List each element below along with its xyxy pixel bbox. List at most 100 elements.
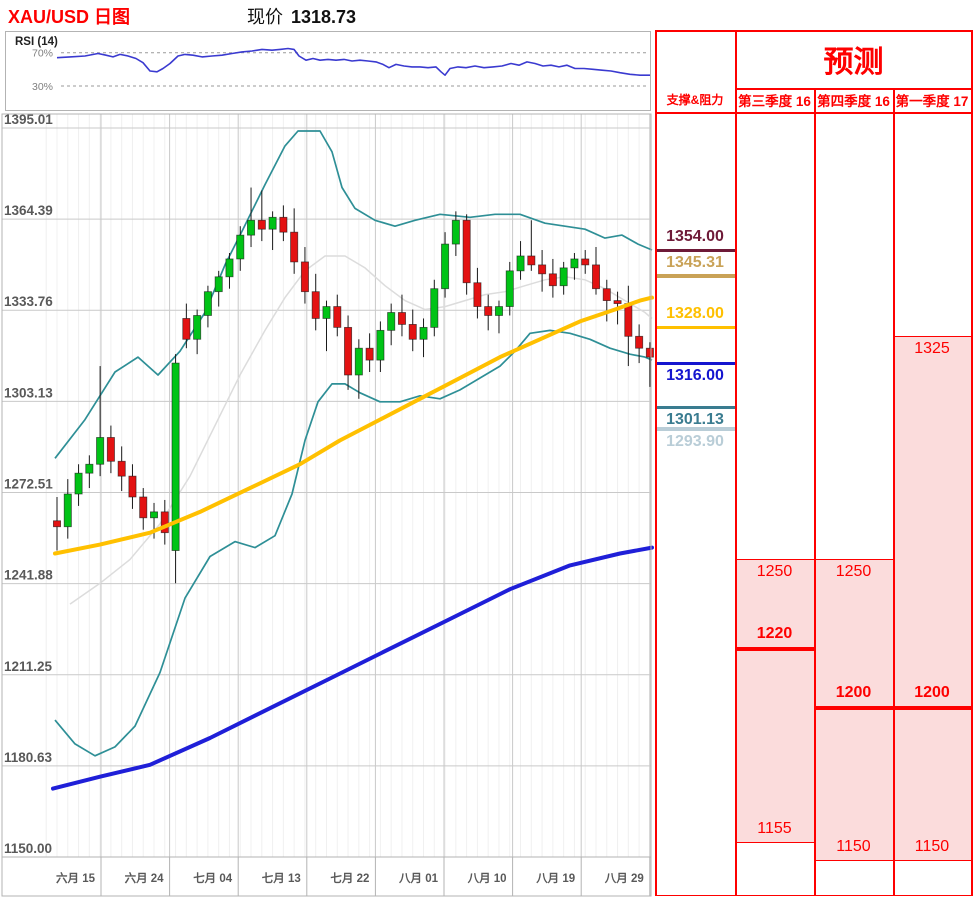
candle [387,303,396,346]
level-value: 1345.31 [666,253,724,271]
y-axis-label: 1211.25 [4,659,53,674]
candle-body [257,219,266,230]
rsi-upper-label: 70% [32,48,53,60]
forecast-range-band [735,559,814,844]
candle-body [236,234,245,260]
candle-body [128,475,137,498]
candle-body [419,326,428,340]
candle [592,247,601,295]
candle [473,267,482,319]
candle [505,261,514,316]
support-resistance-header: 支撑&阻力 [666,93,724,107]
sma20-line [69,255,653,605]
candle-body [451,219,460,245]
candle-body [602,288,611,302]
candle [494,300,503,334]
candle-body [645,347,654,358]
candle-body [225,258,234,278]
candle-body [635,335,644,349]
candle [430,279,439,337]
x-axis-label: 六月 15 [56,871,96,885]
forecast-point-value: 1200 [835,684,872,702]
level-line [656,361,735,366]
candle [559,261,568,295]
candle [419,318,428,358]
level-value: 1316.00 [666,367,724,385]
candle [160,499,169,545]
table-border [655,30,657,896]
candle-body [53,520,62,528]
candle-body [494,306,503,316]
forecast-low-value: 1155 [757,820,792,838]
level-line [656,274,735,278]
candle [548,258,557,298]
candle-body [279,216,288,233]
level-line [656,427,735,431]
rsi-panel: RSI (14) 70% 30% [5,31,651,111]
candle [365,333,374,373]
ma100-line [53,295,654,556]
candlestick-plot: 1395.01 1364.39 1333.76 1303.13 1272.51 1241.… [1,112,654,897]
candle-body [333,306,342,328]
x-axis-labels: 六月 15 六月 24 七月 04 七月 13 七月 22 八月 01 八月 10 八月 19… [56,857,651,896]
candle-body [160,511,169,534]
candle-body [505,270,514,307]
candle-body [290,231,299,263]
candle [85,455,94,489]
candle [581,250,590,274]
candle [203,285,212,328]
candle [408,309,417,352]
candle-body [117,460,126,477]
table-border [655,894,972,896]
candle-body [63,493,72,528]
current-price: 现价 1318.73 [247,3,356,29]
candle-body [85,463,94,474]
date-axis-box [1,856,652,897]
level-line [656,405,735,410]
candle-body [300,261,309,293]
y-axis-label: 1272.51 [4,476,53,491]
candle-body [484,306,493,316]
candle-body [311,291,320,319]
forecast-point-value: 1220 [756,624,793,642]
candle-body [559,267,568,287]
candle [290,208,299,274]
bollinger-lower-line [54,329,653,757]
candle [441,232,450,298]
x-axis-label: 七月 22 [330,871,369,885]
candle [53,496,62,551]
candle-body [592,264,601,290]
table-border [893,88,895,896]
candle-body [74,472,83,495]
candle-body [247,219,256,236]
x-axis-label: 七月 04 [193,871,233,885]
candle [635,324,644,364]
table-border [814,88,816,896]
candle [376,321,385,373]
candle [300,247,309,304]
y-axis-label: 1180.63 [4,750,53,765]
candle-body [182,318,191,340]
y-axis-label: 1395.01 [4,113,53,127]
candle-body [344,326,353,376]
candle-body [397,312,406,325]
candle [527,220,536,271]
level-line [656,325,735,330]
candle [344,315,353,390]
candle-body [548,273,557,287]
bollinger-upper-line [54,130,653,459]
candle [516,241,525,280]
candle-body [203,291,212,316]
table-border [735,88,972,90]
x-axis-label: 八月 29 [604,872,644,885]
candle [225,252,234,289]
x-axis-label: 六月 24 [125,871,165,885]
forecast-high-value: 1250 [756,563,793,581]
candle-body [193,315,202,340]
candle-body [171,362,180,551]
forecast-low-value: 1150 [914,838,950,855]
forecast-high-value: 1250 [835,563,872,581]
level-line [656,248,735,253]
candle-body [365,347,374,361]
x-axis-label: 八月 01 [398,872,439,885]
